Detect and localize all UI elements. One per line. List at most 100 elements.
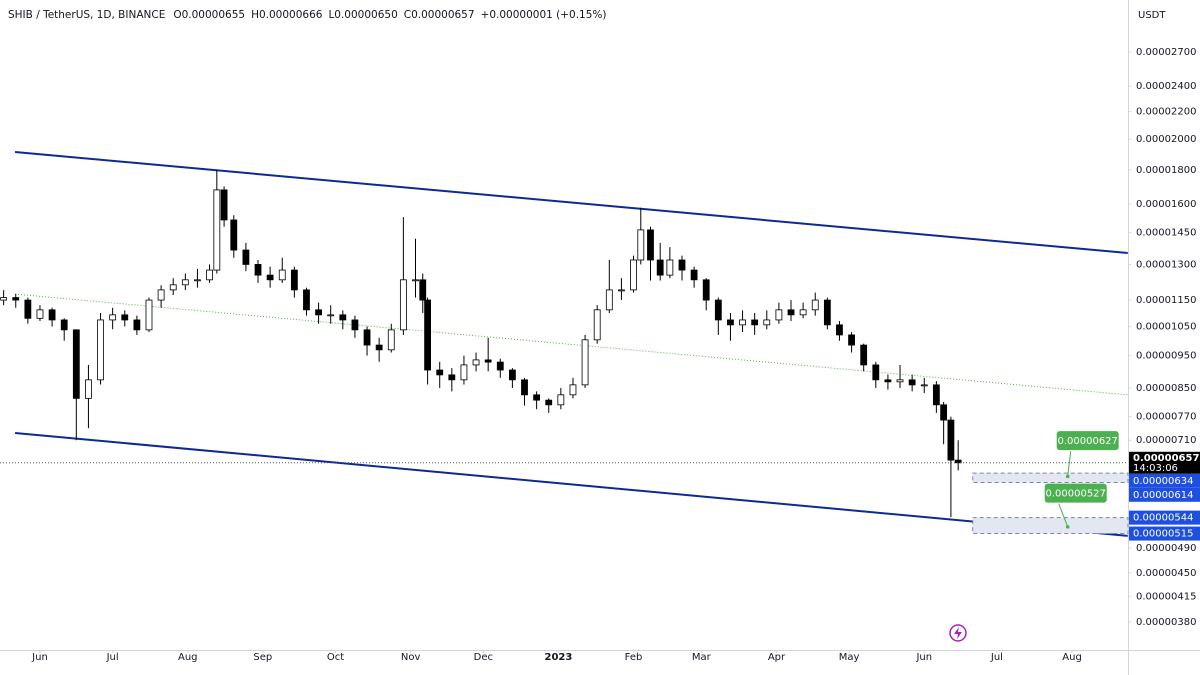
y-tick-label: 0.00002700 <box>1136 47 1196 58</box>
target-label: 0.00000527 <box>1045 489 1105 500</box>
candle-body <box>206 269 213 281</box>
y-tick-label: 0.00000770 <box>1136 412 1196 423</box>
candle-body <box>569 384 577 396</box>
zone-price-label: 0.00000634 <box>1133 476 1193 487</box>
candle-body <box>823 299 831 326</box>
candle-body <box>714 299 722 321</box>
x-tick-label: 2023 <box>545 652 573 663</box>
icon-ring <box>949 624 967 642</box>
y-tick-label: 0.00000415 <box>1136 591 1196 602</box>
candle-body <box>775 309 783 321</box>
candle-body <box>412 279 419 282</box>
icon-bolt <box>954 627 962 639</box>
candle-body <box>303 289 310 311</box>
candle-body <box>351 319 359 331</box>
ohlc-close: C0.00000657 <box>404 9 475 21</box>
candle-body <box>593 309 601 341</box>
target-point <box>1065 525 1070 529</box>
symbol: SHIB / TetherUS, 1D, BINANCE <box>8 9 165 21</box>
candle-body <box>940 404 948 421</box>
y-tick-label: 0.00000450 <box>1136 568 1196 579</box>
candle-body <box>647 229 654 261</box>
candle-body <box>630 259 637 291</box>
x-tick-label: Jun <box>915 652 932 663</box>
y-tick-label: 0.00000850 <box>1136 383 1196 394</box>
y-tick-label: 0.00002400 <box>1136 81 1196 92</box>
candle-body <box>811 299 819 311</box>
candle-body <box>375 344 383 351</box>
candle-body <box>727 319 734 326</box>
candle-body <box>581 339 589 386</box>
candle-body <box>220 189 228 221</box>
candle-body <box>605 289 613 311</box>
candle-body <box>181 279 189 286</box>
y-tick-label: 0.00001800 <box>1136 165 1196 176</box>
zone-price-label: 0.00000614 <box>1133 490 1193 501</box>
x-tick-label: May <box>839 652 860 663</box>
candle-body <box>860 344 868 366</box>
candle-body <box>339 314 347 321</box>
candle-body <box>508 369 516 381</box>
x-tick-label: Aug <box>1062 652 1082 663</box>
legend-header: SHIB / TetherUS, 1D, BINANCE O0.00000655 H… <box>8 9 607 21</box>
candle-body <box>194 279 201 282</box>
price-zone <box>972 517 1129 535</box>
candle-body <box>678 259 686 271</box>
y-tick-label: 0.00001300 <box>1136 259 1196 270</box>
y-tick-label: 0.00000380 <box>1136 617 1196 628</box>
y-tick-label: 0.00000950 <box>1136 351 1196 362</box>
candle-body <box>484 359 492 363</box>
y-tick-label: 0.00001450 <box>1136 228 1196 239</box>
candle-body <box>848 334 855 346</box>
candle-body <box>254 264 262 276</box>
candle-body <box>884 379 892 383</box>
candle-body <box>327 314 335 317</box>
zone-price-label: 0.00000544 <box>1133 513 1193 524</box>
candle-body <box>799 309 807 316</box>
zone-price-tag <box>1129 473 1200 488</box>
candle-body <box>60 319 68 331</box>
candle-body <box>763 319 771 326</box>
target-box <box>1056 431 1119 451</box>
trendline <box>14 431 1128 537</box>
target-point <box>1065 474 1070 479</box>
candle-body <box>266 274 274 281</box>
currency-label: USDT <box>1138 10 1166 21</box>
zone-price-tag <box>1129 487 1200 502</box>
y-tick-label: 0.00000710 <box>1136 435 1196 446</box>
candle-body <box>666 259 674 276</box>
candle-body <box>947 419 955 461</box>
target-connector <box>1067 451 1072 477</box>
candle-body <box>387 329 395 351</box>
y-tick-label: 0.00002200 <box>1136 107 1196 118</box>
x-tick-label: Jul <box>106 652 119 663</box>
x-tick-label: Apr <box>768 652 786 663</box>
target-label: 0.00000627 <box>1057 436 1117 447</box>
candle-body <box>213 189 221 271</box>
candle-body <box>545 399 553 406</box>
candle-body <box>472 359 480 366</box>
candle-body <box>157 289 165 301</box>
candle-body <box>954 459 962 464</box>
change: +0.00000001 (+0.15%) <box>481 9 607 21</box>
replay-icon[interactable] <box>949 624 967 642</box>
x-tick-label: Nov <box>401 652 421 663</box>
x-tick-label: Mar <box>692 652 712 663</box>
plot-area <box>0 151 1129 537</box>
target-connector <box>1058 503 1069 528</box>
candle-body <box>557 394 565 406</box>
candle-body <box>24 299 32 319</box>
x-tick-label: Aug <box>178 652 198 663</box>
candle-body <box>702 279 710 301</box>
candle-body <box>363 329 371 346</box>
ohlc-open: O0.00000655 <box>173 9 245 21</box>
candle-body <box>690 269 698 281</box>
zone-price-tag <box>1129 510 1200 525</box>
ohlc-low: L0.00000650 <box>328 9 397 21</box>
candle-body <box>656 259 664 276</box>
y-tick-label: 0.00001050 <box>1136 322 1196 333</box>
candle-body <box>315 309 322 316</box>
candle-body <box>242 249 250 265</box>
x-tick-label: Dec <box>474 652 493 663</box>
